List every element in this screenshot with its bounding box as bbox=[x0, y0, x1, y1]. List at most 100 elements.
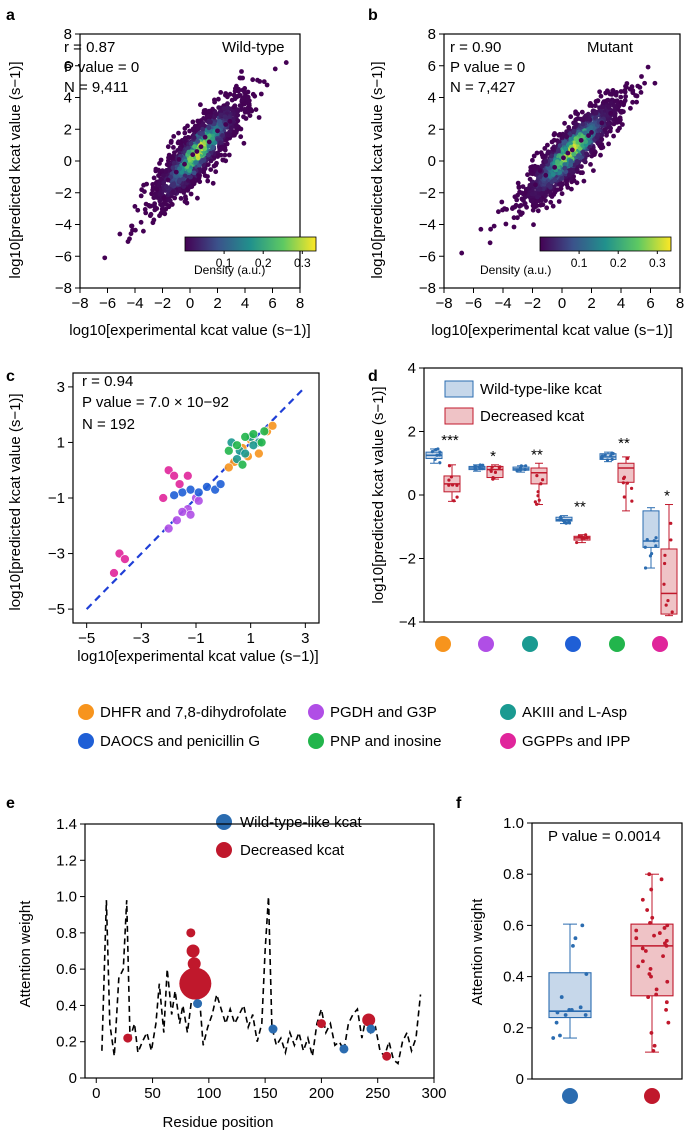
density-point bbox=[568, 141, 573, 147]
density-point bbox=[186, 145, 191, 151]
data-point bbox=[198, 144, 204, 150]
density-point bbox=[554, 187, 560, 193]
b-ytick-label: 2 bbox=[428, 121, 436, 138]
f-ytick-label: 0.8 bbox=[503, 866, 524, 883]
panel-c-ylabel: log10[predicted kcat value (s−1)] bbox=[7, 393, 24, 610]
density-point bbox=[233, 86, 238, 91]
density-point bbox=[568, 162, 573, 168]
density-point bbox=[548, 199, 554, 205]
data-point bbox=[161, 195, 167, 200]
density-point bbox=[162, 199, 167, 205]
box-point bbox=[582, 536, 587, 540]
density-point bbox=[222, 114, 228, 120]
panel-b-stat-r: r = 0.90 bbox=[450, 39, 501, 56]
density-point bbox=[173, 173, 179, 179]
density-point bbox=[573, 121, 579, 127]
panel-f-text: f P value = 0.0014 Attention weight bbox=[456, 795, 661, 1005]
box-point bbox=[490, 465, 494, 469]
density-point bbox=[605, 97, 611, 103]
box-point bbox=[640, 959, 645, 964]
e-ytick-label: 1.4 bbox=[56, 816, 77, 833]
density-point bbox=[540, 202, 546, 208]
density-point bbox=[205, 162, 211, 168]
density-point bbox=[212, 99, 218, 105]
density-point bbox=[184, 200, 190, 206]
box-point bbox=[498, 465, 502, 469]
a-xtick-label: 8 bbox=[296, 295, 304, 312]
data-point bbox=[182, 161, 187, 167]
density-point bbox=[622, 88, 628, 93]
density-point bbox=[530, 157, 535, 163]
density-point bbox=[168, 138, 174, 144]
data-point bbox=[256, 437, 267, 448]
box-point bbox=[648, 920, 652, 925]
data-point bbox=[254, 448, 264, 459]
box-point bbox=[473, 464, 477, 469]
density-point bbox=[516, 185, 522, 191]
density-point bbox=[222, 152, 228, 158]
density-point bbox=[227, 91, 233, 97]
box-point bbox=[449, 475, 454, 479]
d-ytick-label: 4 bbox=[408, 360, 416, 377]
box-point bbox=[664, 603, 668, 607]
density-point bbox=[607, 128, 613, 134]
density-point bbox=[588, 125, 594, 130]
data-point bbox=[512, 204, 518, 210]
density-point bbox=[532, 164, 538, 170]
box-point bbox=[659, 877, 664, 882]
box-point bbox=[649, 552, 654, 556]
panel-a-title: Wild-type bbox=[222, 39, 285, 56]
legend-marker bbox=[500, 704, 516, 720]
density-point bbox=[635, 83, 641, 89]
density-point bbox=[164, 162, 170, 168]
box-point bbox=[643, 545, 647, 549]
e-ytick-label: 0.2 bbox=[56, 1034, 77, 1051]
a-density-cloud bbox=[125, 69, 270, 245]
density-point bbox=[218, 140, 224, 146]
density-point bbox=[528, 165, 534, 170]
density-point bbox=[550, 203, 556, 209]
density-point bbox=[213, 111, 219, 117]
box-point bbox=[600, 454, 604, 458]
data-point bbox=[135, 207, 141, 213]
box-point bbox=[438, 461, 442, 465]
density-point bbox=[538, 150, 544, 156]
d-axes-frame bbox=[423, 367, 683, 623]
density-point bbox=[581, 178, 587, 184]
box-point bbox=[559, 516, 563, 521]
density-point bbox=[246, 103, 252, 109]
density-point bbox=[157, 198, 163, 204]
colorbar-tick-label: 0.2 bbox=[255, 256, 272, 270]
box-point bbox=[455, 495, 459, 499]
box-point bbox=[435, 453, 439, 457]
panel-c-stat-r: r = 0.94 bbox=[82, 373, 133, 390]
density-point bbox=[529, 191, 535, 197]
density-point bbox=[563, 169, 569, 175]
box-point bbox=[609, 454, 613, 458]
density-point bbox=[515, 180, 521, 186]
density-point bbox=[220, 133, 225, 138]
a-xtick-label: −8 bbox=[71, 295, 88, 312]
box-point bbox=[622, 475, 627, 479]
a-xtick-label: 0 bbox=[186, 295, 194, 312]
density-point bbox=[150, 187, 156, 193]
density-point bbox=[605, 121, 611, 126]
density-point bbox=[170, 189, 176, 195]
density-point bbox=[606, 104, 612, 110]
density-point bbox=[210, 180, 216, 186]
density-point bbox=[499, 199, 505, 205]
data-point bbox=[259, 426, 270, 437]
box-point bbox=[634, 928, 639, 933]
group-color-marker bbox=[565, 636, 581, 652]
density-point bbox=[488, 226, 493, 232]
panel-a-text: a r = 0.87 P value = 0 N = 9,411 Wild-ty… bbox=[6, 7, 311, 339]
density-point bbox=[221, 106, 227, 111]
attention-point bbox=[187, 957, 201, 971]
density-point bbox=[227, 132, 232, 138]
density-point bbox=[487, 240, 493, 246]
density-point bbox=[151, 217, 157, 223]
group-color-marker bbox=[652, 636, 668, 652]
legend-label: AKIII and L-Asp bbox=[522, 704, 627, 721]
data-point bbox=[240, 432, 251, 442]
density-point bbox=[598, 145, 604, 151]
